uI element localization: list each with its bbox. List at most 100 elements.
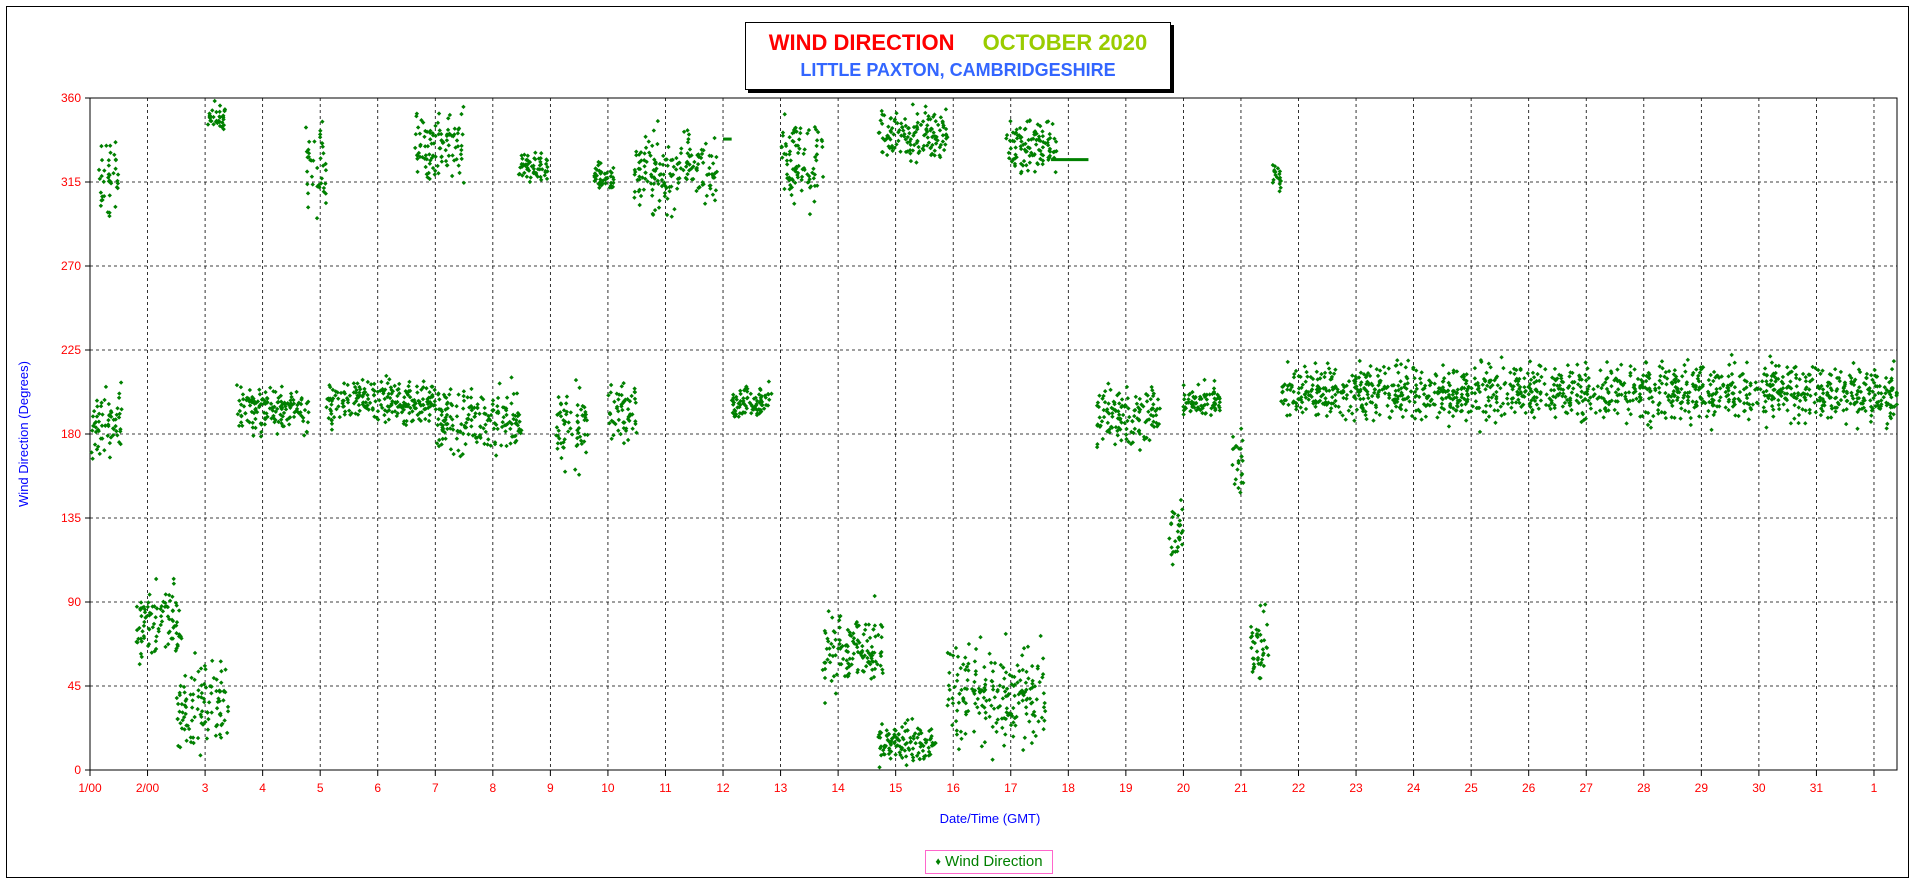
data-point <box>1512 371 1517 377</box>
data-point <box>176 608 182 613</box>
data-point <box>281 424 287 429</box>
data-point <box>937 128 943 133</box>
data-point <box>791 127 797 133</box>
data-point <box>1422 386 1427 391</box>
data-point <box>882 113 887 118</box>
data-point <box>415 152 420 158</box>
x-tick-label: 24 <box>1407 781 1421 795</box>
data-point <box>250 394 255 400</box>
data-point <box>684 176 690 182</box>
data-point <box>459 421 464 427</box>
data-point <box>459 143 464 149</box>
data-point <box>1108 387 1113 393</box>
data-point <box>1492 408 1497 413</box>
data-point <box>146 600 151 605</box>
data-point <box>276 419 281 425</box>
data-point <box>443 158 449 164</box>
data-point <box>897 744 903 749</box>
data-point <box>1217 408 1223 413</box>
data-point <box>389 402 394 408</box>
data-point <box>812 183 818 189</box>
data-point <box>206 716 211 722</box>
data-point <box>808 184 814 189</box>
data-point <box>1796 412 1802 418</box>
data-point <box>1366 395 1371 401</box>
data-point <box>450 153 455 158</box>
data-point <box>147 592 152 597</box>
data-point <box>466 432 471 437</box>
data-point <box>736 414 741 419</box>
data-point <box>145 604 151 610</box>
data-point <box>382 408 388 413</box>
data-point <box>407 410 412 416</box>
data-point <box>872 593 877 599</box>
data-point <box>1522 389 1528 395</box>
data-point <box>1632 386 1638 392</box>
data-point <box>326 398 332 403</box>
data-point <box>707 183 712 188</box>
data-point <box>1495 383 1501 388</box>
data-point <box>1179 542 1185 547</box>
data-point <box>1326 400 1331 405</box>
data-point <box>154 606 160 611</box>
data-point <box>1018 146 1024 152</box>
data-point <box>929 727 934 732</box>
data-point <box>1549 401 1554 406</box>
data-point <box>268 401 274 406</box>
data-point <box>1693 403 1699 409</box>
data-point <box>1151 419 1156 424</box>
data-point <box>1258 603 1263 608</box>
data-point <box>1340 413 1345 418</box>
data-point <box>384 373 389 379</box>
data-point <box>1176 522 1181 528</box>
data-point <box>1634 396 1639 401</box>
data-point <box>440 427 445 432</box>
data-point <box>209 710 214 715</box>
data-point <box>262 422 268 427</box>
data-point <box>871 674 877 680</box>
data-point <box>1527 381 1533 387</box>
data-point <box>1270 180 1276 185</box>
data-point <box>916 144 921 150</box>
data-point <box>320 144 325 149</box>
data-point <box>355 412 361 417</box>
data-point <box>175 701 181 707</box>
data-point <box>1040 675 1045 680</box>
data-point <box>1576 400 1582 406</box>
data-point <box>171 581 177 586</box>
data-point <box>1679 406 1684 411</box>
data-point <box>1052 136 1057 141</box>
data-point <box>831 674 837 679</box>
data-point <box>1044 119 1050 125</box>
data-point <box>908 151 913 156</box>
data-point <box>319 176 325 181</box>
data-point <box>1685 394 1690 399</box>
data-point <box>672 207 677 212</box>
data-point <box>1744 393 1749 398</box>
data-point <box>1284 413 1290 418</box>
data-point <box>1762 366 1768 371</box>
data-point <box>439 409 445 414</box>
data-point <box>908 158 914 164</box>
data-point <box>1679 374 1685 379</box>
data-point <box>542 173 547 178</box>
data-point <box>1095 423 1100 428</box>
data-point <box>1485 383 1490 388</box>
data-point <box>1035 664 1041 669</box>
data-point <box>1700 365 1706 370</box>
data-point <box>1157 406 1163 411</box>
data-point <box>556 394 561 400</box>
data-point <box>478 424 483 429</box>
data-point <box>509 421 514 427</box>
data-point <box>174 646 179 651</box>
data-point <box>707 165 712 171</box>
data-point <box>869 659 875 664</box>
data-point <box>144 614 149 619</box>
data-point <box>1838 369 1844 375</box>
data-point <box>616 397 621 402</box>
data-point <box>1323 399 1328 405</box>
data-point <box>796 137 802 142</box>
data-point <box>1459 392 1465 397</box>
data-point <box>117 391 122 396</box>
data-point <box>1323 396 1328 401</box>
